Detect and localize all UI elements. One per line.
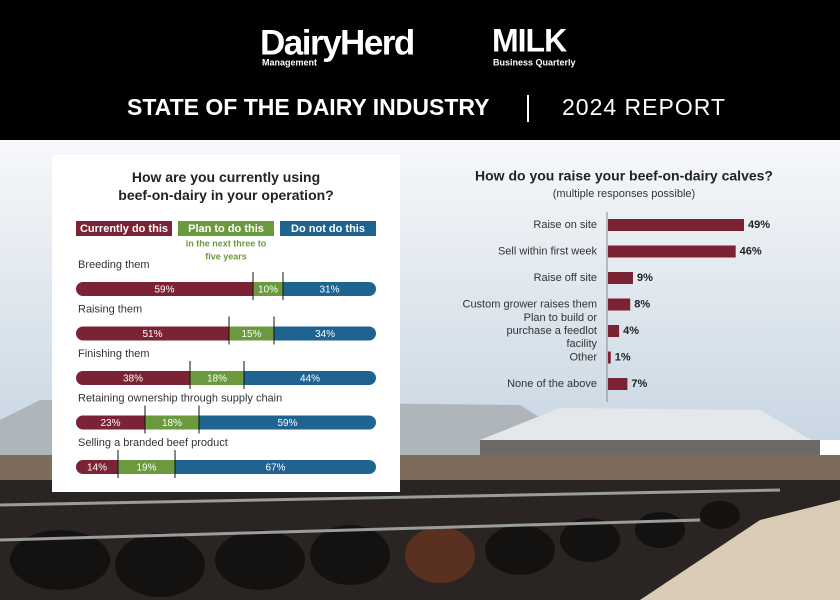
value-label: 46% (740, 245, 762, 257)
value-label: 31% (319, 285, 339, 296)
value-label: 18% (162, 418, 182, 429)
bar-segment (145, 415, 199, 430)
road (640, 500, 840, 600)
category-label: Sell within first week (498, 245, 598, 257)
value-label: 23% (100, 418, 120, 429)
logo: DairyHerd (260, 23, 414, 62)
legend-label: Plan to do this (188, 223, 264, 235)
bar-segment (199, 415, 376, 430)
category-label: Breeding them (78, 259, 150, 271)
category-label: Raise off site (534, 272, 597, 284)
value-label: 9% (637, 272, 653, 284)
bar-segment (283, 282, 376, 296)
logo-sub: Management (262, 57, 317, 67)
chart-title: How are you currently using beef-on-dairy… (118, 169, 333, 203)
category-label: None of the above (507, 378, 597, 390)
value-label: 14% (87, 463, 107, 474)
logo-sub: Business Quarterly (493, 57, 576, 67)
chart-subtitle: (multiple responses possible) (553, 188, 695, 200)
category-label: Plan to build or purchase a feedlot facili… (506, 312, 597, 350)
legend-swatch (178, 221, 274, 236)
bar-segment (253, 282, 283, 296)
value-label: 15% (241, 329, 261, 340)
legend-swatch (280, 221, 376, 236)
bar (608, 219, 744, 231)
bar-segment (76, 460, 118, 474)
bar (608, 325, 620, 337)
bar-segment (175, 460, 376, 474)
value-label: 8% (634, 298, 650, 310)
left-panel (52, 155, 400, 492)
value-label: 59% (277, 418, 297, 429)
logo: MILK (492, 22, 567, 58)
legend-note: in the next three to five years (186, 239, 267, 262)
bar (608, 272, 633, 284)
legend-label: Currently do this (80, 223, 168, 235)
bar-segment (76, 282, 253, 296)
chart-title: How do you raise your beef-on-dairy calv… (475, 168, 773, 184)
category-label: Raising them (78, 303, 142, 315)
value-label: 38% (123, 374, 143, 385)
category-label: Raise on site (533, 219, 597, 231)
bar-segment (76, 371, 190, 385)
bar-segment (118, 460, 175, 474)
value-label: 59% (154, 285, 174, 296)
value-label: 19% (136, 463, 156, 474)
value-label: 49% (748, 219, 770, 231)
value-label: 44% (300, 374, 320, 385)
value-label: 7% (631, 378, 647, 390)
value-label: 10% (258, 285, 278, 296)
bar (608, 351, 611, 364)
value-label: 34% (315, 329, 335, 340)
category-label: Other (569, 351, 597, 363)
value-label: 67% (265, 463, 285, 474)
category-label: Finishing them (78, 348, 150, 360)
bar (608, 378, 628, 390)
bar (608, 245, 736, 258)
legend-label: Do not do this (291, 223, 365, 235)
report-title: STATE OF THE DAIRY INDUSTRY (127, 94, 489, 120)
value-label: 4% (623, 325, 639, 337)
fence (0, 488, 781, 542)
bar (608, 298, 631, 311)
bar-segment (274, 326, 376, 341)
header-bar (0, 0, 840, 140)
value-label: 1% (615, 351, 631, 363)
bar-segment (76, 415, 145, 430)
category-label: Retaining ownership through supply chain (78, 392, 282, 404)
legend-swatch (76, 221, 172, 236)
category-label: Selling a branded beef product (78, 437, 228, 449)
bar-segment (76, 326, 229, 341)
bar-segment (190, 371, 244, 385)
value-label: 18% (207, 374, 227, 385)
bar-segment (229, 326, 274, 341)
bar-segment (244, 371, 376, 385)
value-label: 51% (142, 329, 162, 340)
category-label: Custom grower raises them (463, 298, 598, 310)
report-year: 2024 REPORT (562, 94, 726, 120)
